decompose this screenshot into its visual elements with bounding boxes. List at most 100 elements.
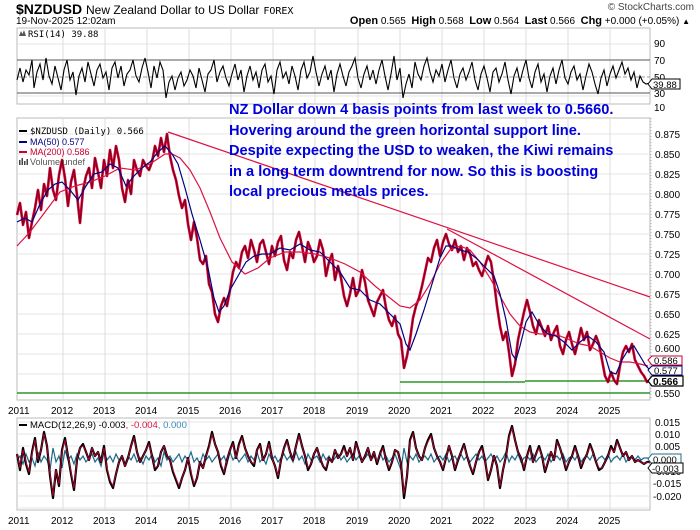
- price-axis: 0.875 0.850 0.825 0.800 0.775 0.750 0.72…: [647, 118, 684, 400]
- macd-panel: MACD(12,26,9) -0.003, -0.004, 0.000 0.01…: [15, 417, 684, 511]
- rsi-axis: 90 70 50 30 10 39.88: [647, 39, 681, 114]
- low-label: Low: [469, 15, 492, 27]
- chart-datetime: 19-Nov-2025 12:02am: [16, 16, 116, 27]
- svg-text:2020: 2020: [388, 406, 411, 417]
- x-axis-bottom: 2011 2012 2013 2014 2015 2016 2017 2018 …: [8, 516, 621, 527]
- ma50-value-tag: 0.577: [647, 365, 683, 377]
- rsi-panel: RSI(14) 39.88 90 70 50 30 10 39.88: [16, 27, 681, 114]
- legend-ma50: MA(50) 0.577: [30, 137, 85, 147]
- svg-text:MACD(12,26,9) -0.003, -0.004,: MACD(12,26,9) -0.003, -0.004, 0.000: [30, 420, 187, 431]
- svg-text:2016: 2016: [219, 516, 242, 527]
- chart-annotation: NZ Dollar down 4 basis points from last …: [229, 102, 614, 200]
- last-value: 0.566: [550, 16, 576, 27]
- svg-text:0.600: 0.600: [655, 344, 680, 355]
- svg-text:2016: 2016: [219, 406, 242, 417]
- svg-text:0.650: 0.650: [655, 310, 680, 321]
- svg-text:0.625: 0.625: [655, 330, 680, 341]
- copyright: © StockCharts.com: [607, 2, 694, 13]
- macd-value-tag: -0.003: [647, 462, 684, 475]
- rsi-current-tag: 39.88: [647, 78, 681, 91]
- svg-text:2012: 2012: [51, 406, 74, 417]
- high-label: High: [411, 15, 436, 27]
- price-panel: $NZDUSD (Daily) 0.566 MA(50) 0.577 MA(20…: [15, 117, 684, 401]
- svg-text:2017: 2017: [261, 516, 284, 527]
- svg-text:0.010: 0.010: [655, 430, 680, 441]
- svg-text:2025: 2025: [598, 406, 621, 417]
- svg-text:2024: 2024: [556, 406, 579, 417]
- svg-text:0.750: 0.750: [655, 230, 680, 241]
- svg-text:70: 70: [654, 56, 666, 67]
- svg-text:0.550: 0.550: [655, 389, 680, 400]
- price-core: [16, 133, 651, 385]
- svg-text:0.775: 0.775: [655, 210, 680, 221]
- downtrend-line-short: [446, 228, 651, 340]
- svg-text:90: 90: [654, 39, 666, 50]
- ma200-value-tag: 0.586: [647, 355, 683, 367]
- macd-signal-line: [16, 426, 651, 497]
- svg-text:0.700: 0.700: [655, 270, 680, 281]
- legend-volume: Volume undef: [30, 157, 86, 167]
- legend-ma200: MA(200) 0.586: [30, 147, 90, 157]
- svg-text:2018: 2018: [303, 516, 326, 527]
- low-value: 0.564: [494, 16, 520, 27]
- svg-text:2019: 2019: [346, 516, 369, 527]
- svg-text:39.88: 39.88: [653, 80, 677, 91]
- svg-text:2011: 2011: [8, 516, 30, 527]
- svg-text:2020: 2020: [388, 516, 411, 527]
- svg-text:2022: 2022: [472, 516, 495, 527]
- svg-text:2015: 2015: [177, 406, 200, 417]
- last-label: Last: [524, 15, 548, 27]
- svg-text:0.850: 0.850: [655, 150, 680, 161]
- open-value: 0.565: [380, 16, 406, 27]
- open-label: Open: [349, 15, 379, 27]
- ma200-line: [16, 153, 649, 367]
- svg-text:-0.020: -0.020: [653, 492, 682, 503]
- up-arrow-icon: ▲: [682, 17, 690, 26]
- macd-legend-main: MACD(12,26,9) -0.003: [30, 420, 126, 431]
- rsi-line: [16, 55, 651, 99]
- svg-text:0.005: 0.005: [655, 442, 680, 453]
- ma50-line: [16, 145, 651, 375]
- svg-text:-0.003: -0.003: [652, 464, 679, 475]
- svg-text:2023: 2023: [514, 516, 537, 527]
- chg-label: Chg: [580, 15, 603, 27]
- rsi-mountain-icon: [19, 30, 26, 36]
- svg-text:0.725: 0.725: [655, 250, 680, 261]
- symbol-title: $NZDUSD New Zealand Dollar to US Dollar …: [16, 1, 293, 17]
- svg-text:2013: 2013: [93, 406, 116, 417]
- svg-text:2014: 2014: [135, 516, 158, 527]
- price-legend: $NZDUSD (Daily) 0.566 MA(50) 0.577 MA(20…: [19, 127, 144, 167]
- rsi-legend-text: RSI(14) 39.88: [28, 30, 98, 40]
- svg-text:0.566: 0.566: [653, 377, 678, 388]
- macd-legend-hist: , 0.000: [158, 420, 187, 431]
- svg-text:-0.015: -0.015: [653, 479, 682, 490]
- svg-text:2021: 2021: [430, 406, 453, 417]
- svg-text:2013: 2013: [93, 516, 116, 527]
- exchange: FOREX: [263, 6, 294, 17]
- macd-legend: MACD(12,26,9) -0.003, -0.004, 0.000: [19, 420, 187, 431]
- svg-text:0.015: 0.015: [655, 418, 680, 429]
- svg-text:2012: 2012: [51, 516, 74, 527]
- svg-text:0.800: 0.800: [655, 190, 680, 201]
- svg-text:0.577: 0.577: [654, 366, 678, 377]
- symbol-description: New Zealand Dollar to US Dollar: [86, 3, 260, 17]
- volume-bars-icon: [19, 158, 28, 165]
- svg-text:0.000: 0.000: [653, 455, 677, 466]
- high-value: 0.568: [438, 16, 464, 27]
- svg-text:2018: 2018: [303, 406, 326, 417]
- svg-text:0.875: 0.875: [655, 130, 680, 141]
- svg-text:10: 10: [654, 103, 666, 114]
- downtrend-line-long: [167, 131, 651, 298]
- svg-text:2015: 2015: [177, 516, 200, 527]
- x-axis-top: 2011 2012 2013 2014 2015 2016 2017 2018 …: [8, 406, 621, 417]
- chart-header: $NZDUSD New Zealand Dollar to US Dollar …: [0, 0, 700, 28]
- svg-text:2024: 2024: [556, 516, 579, 527]
- svg-text:2017: 2017: [261, 406, 284, 417]
- svg-text:2011: 2011: [8, 406, 30, 417]
- svg-text:2022: 2022: [472, 406, 495, 417]
- chg-value: +0.000 (+0.05%): [604, 16, 680, 27]
- svg-text:0.675: 0.675: [655, 290, 680, 301]
- symbol: $NZDUSD: [16, 1, 83, 17]
- macd-legend-signal: , -0.004: [126, 420, 158, 431]
